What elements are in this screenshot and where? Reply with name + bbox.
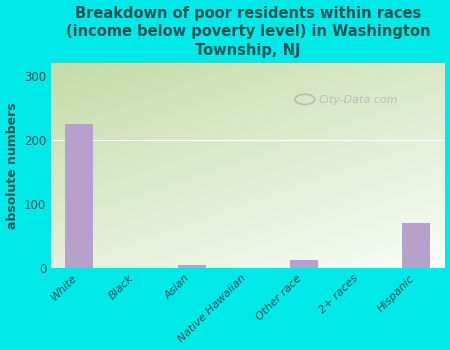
Y-axis label: absolute numbers: absolute numbers [5, 102, 18, 229]
Bar [65, 124, 93, 268]
Bar [178, 265, 206, 268]
Bar [402, 223, 430, 268]
Text: City-Data.com: City-Data.com [319, 95, 398, 105]
Title: Breakdown of poor residents within races
(income below poverty level) in Washing: Breakdown of poor residents within races… [66, 6, 430, 58]
Bar [290, 260, 318, 268]
